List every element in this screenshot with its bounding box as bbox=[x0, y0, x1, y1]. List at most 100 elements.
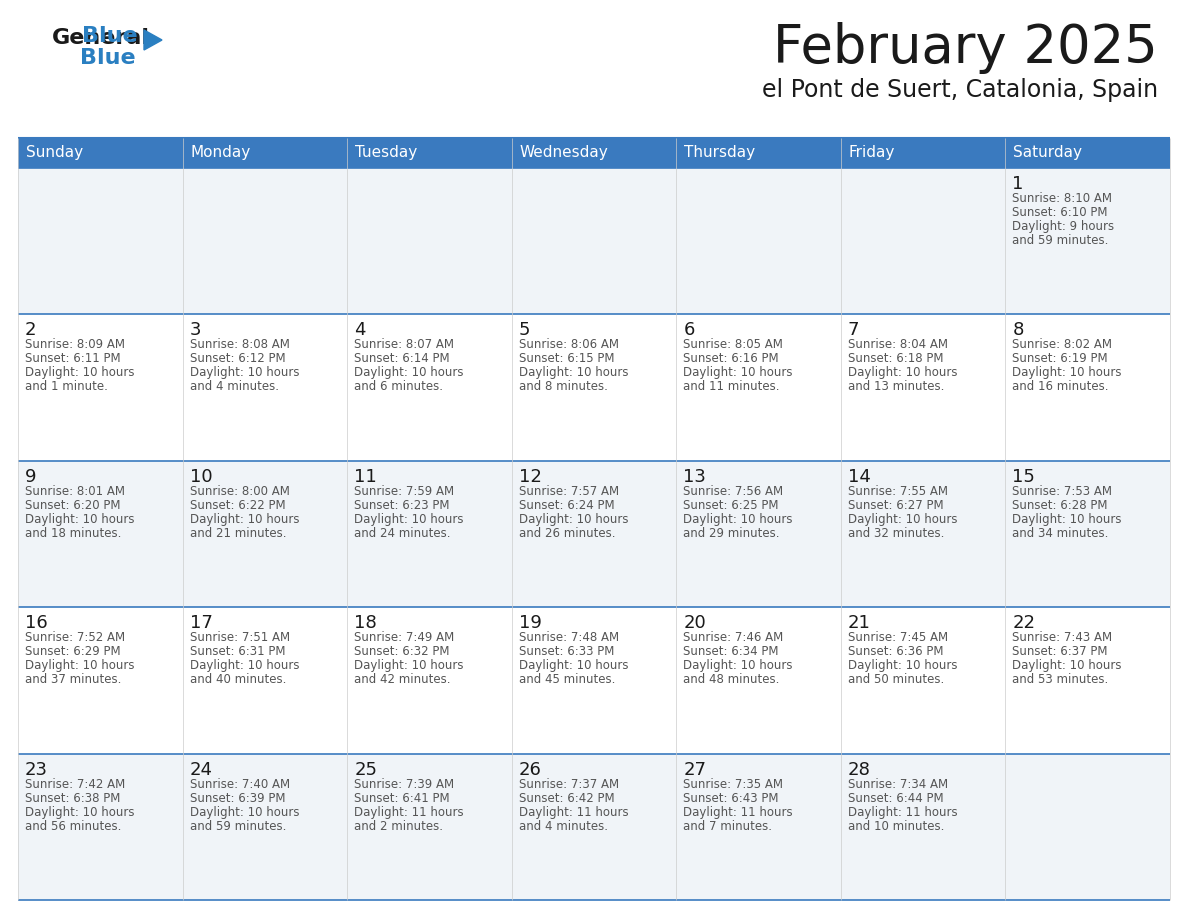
Text: and 42 minutes.: and 42 minutes. bbox=[354, 673, 450, 686]
Text: and 26 minutes.: and 26 minutes. bbox=[519, 527, 615, 540]
Text: Sunset: 6:37 PM: Sunset: 6:37 PM bbox=[1012, 645, 1108, 658]
Text: Sunset: 6:10 PM: Sunset: 6:10 PM bbox=[1012, 206, 1108, 219]
Text: 24: 24 bbox=[190, 761, 213, 778]
Text: 23: 23 bbox=[25, 761, 48, 778]
Text: Sunrise: 7:55 AM: Sunrise: 7:55 AM bbox=[848, 485, 948, 498]
Text: Daylight: 10 hours: Daylight: 10 hours bbox=[683, 659, 792, 672]
Text: and 56 minutes.: and 56 minutes. bbox=[25, 820, 121, 833]
Text: Wednesday: Wednesday bbox=[519, 145, 608, 161]
Text: Sunset: 6:18 PM: Sunset: 6:18 PM bbox=[848, 353, 943, 365]
Text: and 59 minutes.: and 59 minutes. bbox=[1012, 234, 1108, 247]
Bar bbox=[18, 754, 183, 900]
Text: and 32 minutes.: and 32 minutes. bbox=[848, 527, 944, 540]
Bar bbox=[183, 138, 347, 168]
Bar bbox=[183, 461, 347, 607]
Text: Daylight: 10 hours: Daylight: 10 hours bbox=[683, 366, 792, 379]
Bar bbox=[18, 138, 183, 168]
Text: Daylight: 10 hours: Daylight: 10 hours bbox=[1012, 366, 1121, 379]
Bar bbox=[841, 314, 1005, 461]
Text: 28: 28 bbox=[848, 761, 871, 778]
Text: Sunrise: 7:42 AM: Sunrise: 7:42 AM bbox=[25, 778, 125, 790]
Text: 7: 7 bbox=[848, 321, 859, 340]
Text: 14: 14 bbox=[848, 468, 871, 486]
Text: Daylight: 10 hours: Daylight: 10 hours bbox=[25, 513, 134, 526]
Text: 19: 19 bbox=[519, 614, 542, 633]
Text: Sunset: 6:12 PM: Sunset: 6:12 PM bbox=[190, 353, 285, 365]
Text: Thursday: Thursday bbox=[684, 145, 756, 161]
Bar bbox=[676, 754, 841, 900]
Text: 6: 6 bbox=[683, 321, 695, 340]
Text: Sunset: 6:38 PM: Sunset: 6:38 PM bbox=[25, 791, 120, 804]
Text: Sunset: 6:16 PM: Sunset: 6:16 PM bbox=[683, 353, 779, 365]
Text: Daylight: 10 hours: Daylight: 10 hours bbox=[190, 659, 299, 672]
Text: and 1 minute.: and 1 minute. bbox=[25, 380, 108, 394]
Text: 8: 8 bbox=[1012, 321, 1024, 340]
Text: Daylight: 10 hours: Daylight: 10 hours bbox=[848, 366, 958, 379]
Text: Sunset: 6:36 PM: Sunset: 6:36 PM bbox=[848, 645, 943, 658]
Text: Sunrise: 7:39 AM: Sunrise: 7:39 AM bbox=[354, 778, 454, 790]
Text: Sunset: 6:44 PM: Sunset: 6:44 PM bbox=[848, 791, 943, 804]
Bar bbox=[347, 754, 512, 900]
Text: el Pont de Suert, Catalonia, Spain: el Pont de Suert, Catalonia, Spain bbox=[762, 78, 1158, 102]
Text: 1: 1 bbox=[1012, 175, 1024, 193]
Bar bbox=[841, 754, 1005, 900]
Text: Sunset: 6:14 PM: Sunset: 6:14 PM bbox=[354, 353, 450, 365]
Text: 18: 18 bbox=[354, 614, 377, 633]
Bar bbox=[676, 138, 841, 168]
Text: Sunrise: 8:05 AM: Sunrise: 8:05 AM bbox=[683, 339, 783, 352]
Text: Saturday: Saturday bbox=[1013, 145, 1082, 161]
Text: Sunrise: 8:10 AM: Sunrise: 8:10 AM bbox=[1012, 192, 1112, 205]
Text: Sunrise: 8:09 AM: Sunrise: 8:09 AM bbox=[25, 339, 125, 352]
Text: Daylight: 10 hours: Daylight: 10 hours bbox=[1012, 659, 1121, 672]
Bar bbox=[183, 607, 347, 754]
Text: Sunset: 6:25 PM: Sunset: 6:25 PM bbox=[683, 498, 779, 512]
Text: Sunrise: 7:59 AM: Sunrise: 7:59 AM bbox=[354, 485, 454, 498]
Text: Sunrise: 8:01 AM: Sunrise: 8:01 AM bbox=[25, 485, 125, 498]
Text: and 37 minutes.: and 37 minutes. bbox=[25, 673, 121, 686]
Text: Friday: Friday bbox=[849, 145, 896, 161]
Text: Tuesday: Tuesday bbox=[355, 145, 417, 161]
Text: Daylight: 10 hours: Daylight: 10 hours bbox=[848, 513, 958, 526]
Bar bbox=[183, 314, 347, 461]
Polygon shape bbox=[144, 30, 162, 50]
Text: 12: 12 bbox=[519, 468, 542, 486]
Text: Sunset: 6:29 PM: Sunset: 6:29 PM bbox=[25, 645, 121, 658]
Text: Sunset: 6:23 PM: Sunset: 6:23 PM bbox=[354, 498, 449, 512]
Text: 21: 21 bbox=[848, 614, 871, 633]
Bar bbox=[347, 607, 512, 754]
Bar bbox=[676, 461, 841, 607]
Bar bbox=[512, 607, 676, 754]
Bar bbox=[1005, 168, 1170, 314]
Text: Sunrise: 7:53 AM: Sunrise: 7:53 AM bbox=[1012, 485, 1112, 498]
Bar bbox=[512, 754, 676, 900]
Text: Daylight: 11 hours: Daylight: 11 hours bbox=[354, 806, 463, 819]
Bar bbox=[1005, 754, 1170, 900]
Text: 5: 5 bbox=[519, 321, 530, 340]
Text: Sunday: Sunday bbox=[26, 145, 83, 161]
Text: Sunrise: 7:57 AM: Sunrise: 7:57 AM bbox=[519, 485, 619, 498]
Text: Daylight: 10 hours: Daylight: 10 hours bbox=[190, 806, 299, 819]
Text: and 13 minutes.: and 13 minutes. bbox=[848, 380, 944, 394]
Text: Sunrise: 7:51 AM: Sunrise: 7:51 AM bbox=[190, 632, 290, 644]
Text: and 29 minutes.: and 29 minutes. bbox=[683, 527, 779, 540]
Text: Sunset: 6:42 PM: Sunset: 6:42 PM bbox=[519, 791, 614, 804]
Text: Daylight: 10 hours: Daylight: 10 hours bbox=[354, 659, 463, 672]
Text: Sunset: 6:28 PM: Sunset: 6:28 PM bbox=[1012, 498, 1108, 512]
Text: Daylight: 10 hours: Daylight: 10 hours bbox=[519, 659, 628, 672]
Text: Sunrise: 7:45 AM: Sunrise: 7:45 AM bbox=[848, 632, 948, 644]
Text: 16: 16 bbox=[25, 614, 48, 633]
Text: February 2025: February 2025 bbox=[773, 22, 1158, 74]
Text: and 40 minutes.: and 40 minutes. bbox=[190, 673, 286, 686]
Bar bbox=[841, 138, 1005, 168]
Bar bbox=[1005, 607, 1170, 754]
Text: 2: 2 bbox=[25, 321, 37, 340]
Bar bbox=[512, 461, 676, 607]
Text: and 7 minutes.: and 7 minutes. bbox=[683, 820, 772, 833]
Text: and 34 minutes.: and 34 minutes. bbox=[1012, 527, 1108, 540]
Bar bbox=[18, 461, 183, 607]
Text: Sunrise: 7:43 AM: Sunrise: 7:43 AM bbox=[1012, 632, 1112, 644]
Bar bbox=[676, 314, 841, 461]
Bar bbox=[1005, 138, 1170, 168]
Text: Daylight: 10 hours: Daylight: 10 hours bbox=[354, 366, 463, 379]
Bar bbox=[183, 168, 347, 314]
